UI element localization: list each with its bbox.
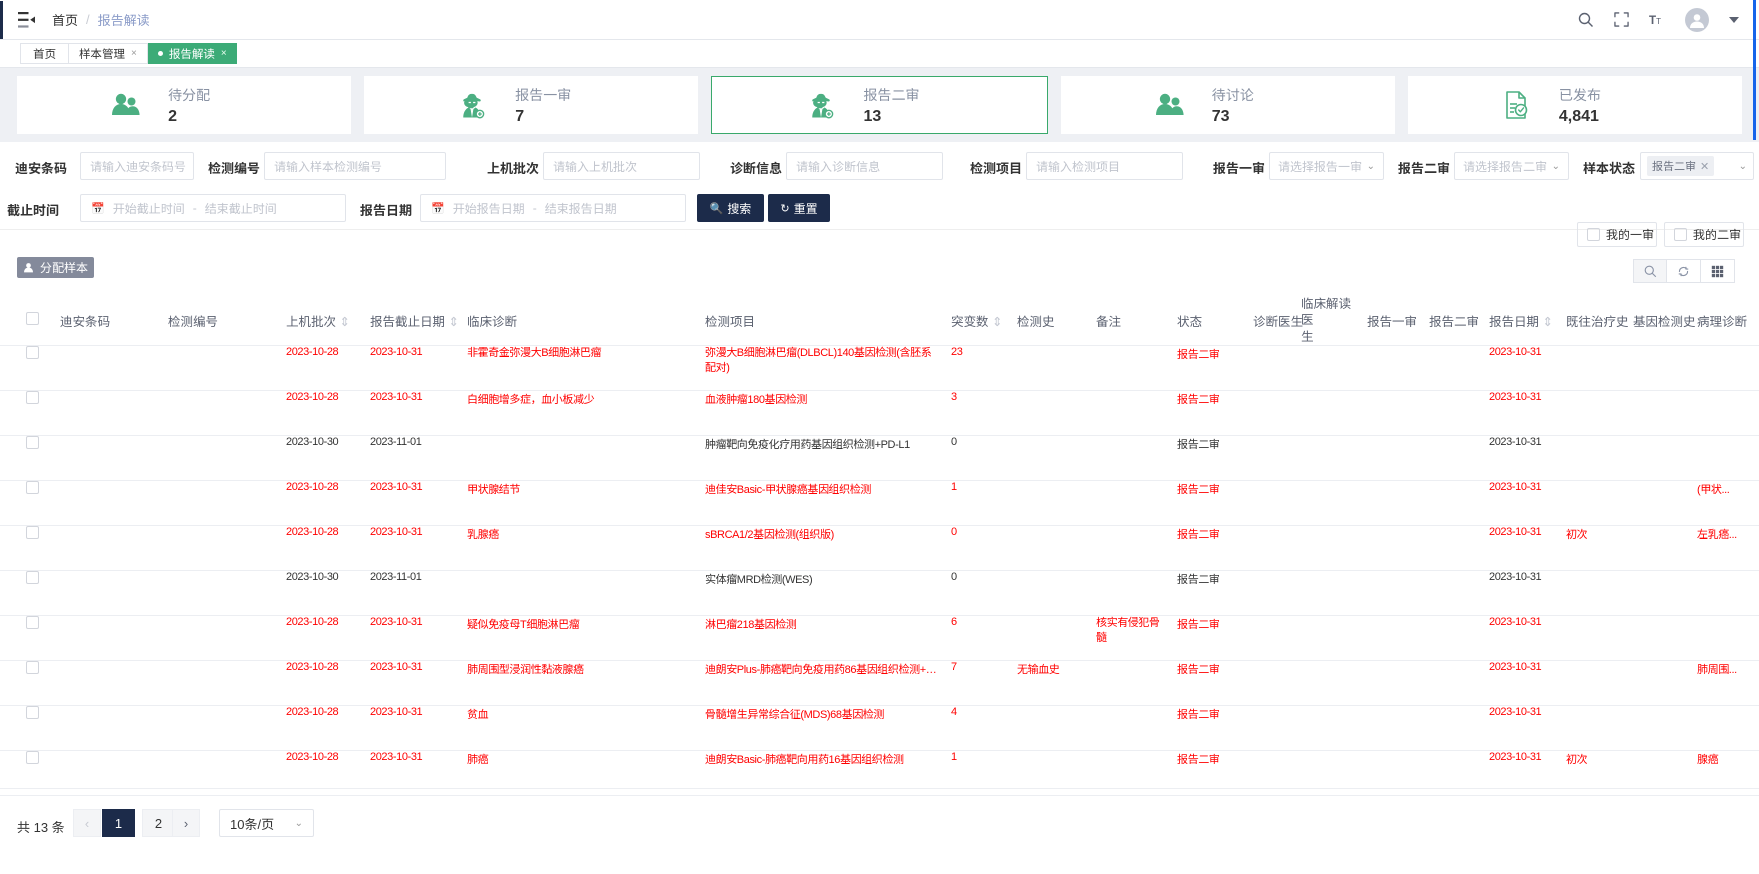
svg-text:T: T xyxy=(1649,15,1656,27)
svg-text:T: T xyxy=(1656,17,1661,26)
